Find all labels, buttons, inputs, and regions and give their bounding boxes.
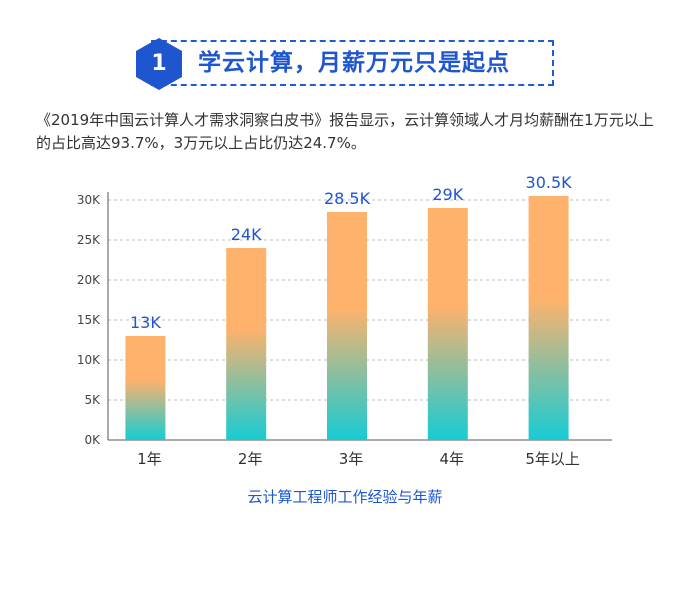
x-axis-title: 云计算工程师工作经验与年薪 [247, 488, 443, 506]
hexagon-icon [136, 38, 182, 90]
data-labels: 13K 24K 28.5K 29K 30.5K [130, 173, 572, 332]
bar-value-label: 29K [432, 185, 463, 204]
y-tick-label: 15K [77, 313, 101, 327]
y-tick-label: 30K [77, 193, 101, 207]
bar [427, 208, 468, 440]
page-title: 学云计算，月薪万元只是起点 [198, 50, 510, 76]
y-axis-ticks: 0K 5K 10K 15K 20K 25K 30K [77, 193, 101, 447]
bar [226, 248, 267, 440]
y-tick-label: 25K [77, 233, 101, 247]
y-tick-label: 5K [84, 393, 101, 407]
y-tick-label: 20K [77, 273, 101, 287]
bar-value-label: 13K [130, 313, 161, 332]
badge-number: 1 [151, 51, 167, 76]
bar [528, 196, 569, 440]
bars [125, 196, 569, 440]
x-tick-label: 4年 [440, 450, 465, 468]
x-tick-label: 1年 [137, 450, 162, 468]
bar [327, 212, 367, 440]
intro-paragraph: 《2019年中国云计算人才需求洞察白皮书》报告显示，云计算领域人才月均薪酬在1万… [36, 111, 654, 152]
x-tick-label: 3年 [339, 450, 364, 468]
bar-value-label: 24K [231, 225, 262, 244]
y-tick-label: 0K [84, 433, 101, 447]
bar-value-label: 28.5K [324, 189, 371, 208]
x-tick-label: 2年 [238, 450, 263, 468]
number-badge: 1 [131, 36, 187, 92]
x-tick-label: 5年以上 [525, 450, 580, 468]
x-axis-ticks: 1年 2年 3年 4年 5年以上 [137, 450, 580, 468]
bar [125, 336, 166, 440]
y-tick-label: 10K [77, 353, 101, 367]
bar-value-label: 30.5K [526, 173, 573, 192]
